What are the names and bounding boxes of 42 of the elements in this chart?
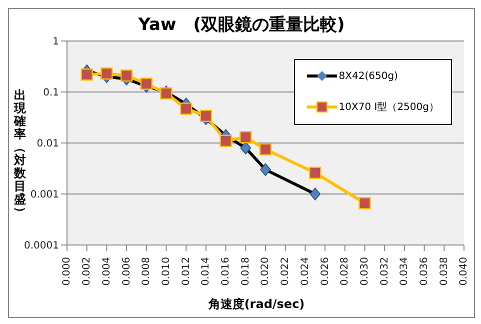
point [80, 68, 93, 81]
x-tick-label: 0.038 [438, 257, 450, 286]
x-tick-label: 0.024 [300, 257, 311, 286]
x-tick-label: 0.022 [280, 257, 292, 286]
point [140, 78, 152, 90]
point [259, 143, 272, 156]
x-tick-label: 0.002 [82, 257, 93, 286]
x-tick-label: 0.030 [359, 257, 370, 286]
x-tick-label: 0.012 [180, 257, 192, 286]
y-tick-label: 0.1 [43, 88, 59, 99]
x-tick-label: 0.000 [62, 257, 73, 286]
y-tick-label: 0.0001 [24, 240, 59, 252]
legend-label: 10X70 Ⅰ型（2500g） [338, 100, 439, 114]
x-tick-label: 0.040 [458, 257, 470, 286]
point [358, 197, 371, 210]
point [200, 110, 212, 122]
x-tick-label: 0.014 [200, 257, 212, 286]
point [100, 67, 113, 80]
x-tick-label: 0.016 [220, 257, 232, 286]
point [309, 166, 322, 179]
chart-title: Yaw (双眼鏡の重量比較) [137, 14, 346, 36]
x-tick-label: 0.028 [340, 257, 351, 286]
y-tick-label: 0.01 [36, 138, 59, 150]
x-tick-label: 0.018 [240, 257, 252, 286]
point [180, 102, 192, 115]
y-tick-label: 0.001 [30, 190, 59, 201]
x-tick-label: 0.020 [260, 257, 272, 286]
point [240, 131, 252, 144]
x-tick-label: 0.036 [419, 257, 430, 286]
x-axis-title: 角速度(rad/sec) [207, 296, 306, 313]
point [220, 134, 232, 147]
legend-label: 8X42(650g) [338, 70, 398, 82]
x-tick-label: 0.006 [121, 257, 132, 286]
point [120, 69, 133, 82]
x-tick-label: 0.004 [101, 257, 112, 286]
x-tick-label: 0.010 [160, 257, 172, 286]
x-tick-label: 0.026 [320, 257, 331, 286]
x-tick-label: 0.032 [379, 257, 390, 286]
y-tick-label: 1 [52, 36, 59, 48]
text: 出現確率（対数目盛） [14, 88, 28, 218]
x-tick-label: 0.008 [141, 257, 152, 286]
x-tick-label: 0.034 [399, 257, 410, 286]
